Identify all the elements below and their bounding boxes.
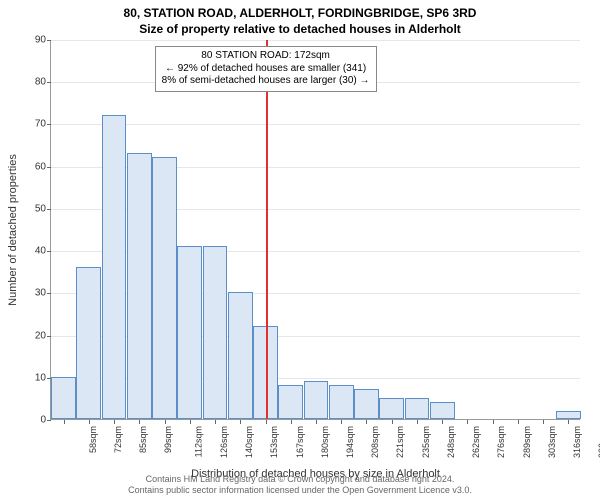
y-tick-label: 60: [22, 161, 46, 172]
y-tick-mark: [47, 124, 51, 125]
y-tick-label: 30: [22, 288, 46, 299]
histogram-bar: [430, 402, 455, 419]
x-tick-label: 180sqm: [320, 426, 330, 458]
annotation-box: 80 STATION ROAD: 172sqm← 92% of detached…: [155, 46, 377, 92]
x-tick-mark: [341, 420, 342, 424]
histogram-bar: [51, 377, 76, 419]
histogram-bar: [102, 115, 127, 419]
x-tick-label: 99sqm: [163, 426, 173, 453]
histogram-bar: [177, 246, 202, 419]
x-tick-label: 276sqm: [496, 426, 506, 458]
y-tick-mark: [47, 420, 51, 421]
x-tick-label: 85sqm: [138, 426, 148, 453]
y-tick-label: 20: [22, 330, 46, 341]
x-tick-mark: [543, 420, 544, 424]
y-tick-mark: [47, 251, 51, 252]
x-tick-mark: [240, 420, 241, 424]
histogram-bar: [76, 267, 101, 419]
x-tick-mark: [316, 420, 317, 424]
y-tick-label: 90: [22, 35, 46, 46]
reference-line: [266, 40, 268, 419]
y-gridline: [51, 124, 580, 125]
histogram-bar: [556, 411, 581, 419]
x-tick-mark: [291, 420, 292, 424]
x-tick-label: 167sqm: [295, 426, 305, 458]
histogram-bar: [152, 157, 177, 419]
x-tick-label: 72sqm: [113, 426, 123, 453]
x-tick-mark: [493, 420, 494, 424]
histogram-bar: [405, 398, 430, 419]
x-tick-mark: [190, 420, 191, 424]
x-tick-mark: [467, 420, 468, 424]
x-tick-mark: [266, 420, 267, 424]
x-tick-label: 221sqm: [396, 426, 406, 458]
chart-title-block: 80, STATION ROAD, ALDERHOLT, FORDINGBRID…: [0, 0, 600, 39]
x-tick-label: 208sqm: [370, 426, 380, 458]
x-tick-mark: [392, 420, 393, 424]
x-tick-mark: [568, 420, 569, 424]
x-tick-label: 248sqm: [446, 426, 456, 458]
x-tick-label: 262sqm: [471, 426, 481, 458]
x-tick-label: 140sqm: [244, 426, 254, 458]
y-tick-mark: [47, 82, 51, 83]
histogram-bar: [203, 246, 228, 419]
y-tick-label: 70: [22, 119, 46, 130]
histogram-bar: [304, 381, 329, 419]
histogram-bar: [379, 398, 404, 419]
x-tick-label: 194sqm: [345, 426, 355, 458]
annotation-line-2: ← 92% of detached houses are smaller (34…: [162, 63, 370, 76]
histogram-bar: [278, 385, 303, 419]
x-tick-mark: [114, 420, 115, 424]
x-tick-label: 126sqm: [219, 426, 229, 458]
plot-area: Number of detached properties Distributi…: [50, 40, 580, 420]
y-tick-label: 40: [22, 246, 46, 257]
x-tick-mark: [89, 420, 90, 424]
x-tick-label: 58sqm: [88, 426, 98, 453]
x-tick-mark: [442, 420, 443, 424]
x-tick-mark: [215, 420, 216, 424]
x-tick-mark: [165, 420, 166, 424]
title-line-1: 80, STATION ROAD, ALDERHOLT, FORDINGBRID…: [0, 6, 600, 22]
annotation-line-3: 8% of semi-detached houses are larger (3…: [162, 75, 370, 88]
y-tick-label: 0: [22, 415, 46, 426]
y-gridline: [51, 40, 580, 41]
y-tick-mark: [47, 40, 51, 41]
annotation-title: 80 STATION ROAD: 172sqm: [162, 50, 370, 63]
chart-area: Number of detached properties Distributi…: [50, 40, 580, 420]
y-tick-label: 80: [22, 77, 46, 88]
y-tick-label: 10: [22, 372, 46, 383]
x-tick-mark: [64, 420, 65, 424]
footer-line-2: Contains public sector information licen…: [0, 485, 600, 496]
x-tick-mark: [139, 420, 140, 424]
y-axis-label: Number of detached properties: [7, 154, 19, 306]
x-tick-label: 235sqm: [421, 426, 431, 458]
x-tick-label: 316sqm: [572, 426, 582, 458]
footer-line-1: Contains HM Land Registry data © Crown c…: [0, 474, 600, 485]
y-tick-mark: [47, 293, 51, 294]
histogram-bar: [354, 389, 379, 419]
x-tick-label: 289sqm: [522, 426, 532, 458]
histogram-bar: [127, 153, 152, 419]
x-tick-label: 303sqm: [547, 426, 557, 458]
histogram-bar: [228, 292, 253, 419]
histogram-bar: [329, 385, 354, 419]
x-tick-label: 153sqm: [269, 426, 279, 458]
y-tick-label: 50: [22, 203, 46, 214]
x-tick-mark: [417, 420, 418, 424]
title-line-2: Size of property relative to detached ho…: [0, 22, 600, 38]
x-tick-label: 112sqm: [193, 426, 203, 457]
x-tick-mark: [366, 420, 367, 424]
y-tick-mark: [47, 336, 51, 337]
y-tick-mark: [47, 209, 51, 210]
footer-attribution: Contains HM Land Registry data © Crown c…: [0, 474, 600, 497]
y-tick-mark: [47, 167, 51, 168]
x-tick-mark: [518, 420, 519, 424]
